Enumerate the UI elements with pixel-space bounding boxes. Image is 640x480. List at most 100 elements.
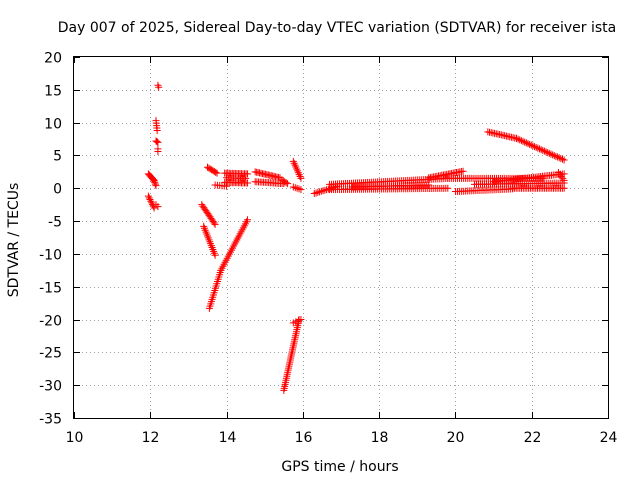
data-point [560, 156, 568, 164]
y-tick-label: 15 [44, 84, 62, 100]
y-tick-label: -35 [39, 412, 62, 428]
y-tick-label: 20 [44, 51, 62, 67]
x-tick-label: 24 [600, 430, 618, 446]
grid-lines [74, 57, 608, 418]
data-series-segment [251, 178, 288, 188]
data-point [512, 134, 520, 142]
y-tick-label: -25 [39, 346, 62, 362]
data-point [152, 137, 160, 145]
data-series-segment [217, 216, 252, 274]
data-point [444, 184, 452, 192]
data-series-segment [289, 183, 305, 194]
data-point [282, 179, 290, 187]
data-point [514, 135, 522, 143]
data-point [545, 149, 553, 157]
data-point [516, 136, 524, 144]
data-series-segment [152, 117, 161, 135]
data-point [321, 186, 329, 194]
data-point [147, 197, 155, 205]
data-point [425, 181, 433, 189]
data-series-segment [289, 157, 305, 182]
data-point [519, 137, 527, 145]
data-point [560, 176, 568, 184]
data-point [521, 138, 529, 146]
data-series-segment [484, 128, 520, 142]
data-point [459, 167, 467, 175]
data-point [297, 316, 305, 324]
data-point [144, 192, 152, 200]
data-series-segment [425, 167, 467, 182]
data-point [326, 185, 334, 193]
x-tick-label: 16 [295, 430, 313, 446]
data-point [297, 186, 305, 194]
data-point [153, 138, 161, 146]
x-tick-label: 12 [142, 430, 160, 446]
y-tick-label: -5 [48, 215, 62, 231]
plot-frame [73, 56, 609, 419]
data-point [557, 155, 565, 163]
data-point [293, 184, 301, 192]
x-tick-label: 10 [66, 430, 84, 446]
data-point [213, 169, 221, 177]
data-point [555, 154, 563, 162]
data-points [144, 81, 568, 394]
data-point [314, 188, 322, 196]
data-point [154, 138, 162, 146]
data-point [534, 144, 542, 152]
y-tick-label: 0 [53, 182, 62, 198]
data-point [547, 150, 555, 158]
data-point [544, 149, 552, 157]
data-series-segment [152, 137, 162, 146]
y-axis-title: SDTVAR / TECUs [6, 183, 22, 298]
data-point [531, 143, 539, 151]
data-point [154, 203, 162, 211]
y-tick-label: -20 [39, 314, 62, 330]
x-tick-label: 18 [371, 430, 389, 446]
y-tick-labels: -35 -30 -25 -20 -15 -10 -5 0 5 10 15 20 [39, 51, 62, 428]
data-point [554, 153, 562, 161]
data-series-segment [154, 81, 163, 91]
data-series-segment [221, 178, 252, 187]
data-point [148, 199, 156, 207]
data-point [552, 152, 560, 160]
data-series-segment [223, 174, 250, 182]
data-point [155, 83, 163, 91]
data-series-segment [289, 316, 305, 327]
data-series-segment [152, 201, 162, 211]
data-point [550, 152, 558, 160]
data-series-segment [205, 266, 225, 312]
data-point [539, 146, 547, 154]
data-point [151, 180, 159, 188]
data-point [297, 174, 305, 182]
data-point [152, 182, 160, 190]
x-tick-label: 20 [447, 430, 465, 446]
data-point [524, 140, 532, 148]
x-axis-title: GPS time / hours [281, 459, 398, 475]
data-point [154, 148, 162, 156]
data-point [150, 177, 158, 185]
data-point [153, 127, 161, 135]
data-series-segment [221, 169, 252, 178]
data-point [316, 188, 324, 196]
data-series-segment [198, 201, 219, 228]
chart-title: Day 007 of 2025, Sidereal Day-to-day VTE… [58, 20, 616, 36]
data-point [319, 187, 327, 195]
data-point [532, 143, 540, 151]
data-series-segment [251, 168, 284, 182]
data-point [540, 147, 548, 155]
x-tick-label: 14 [219, 430, 237, 446]
data-series-segment [348, 181, 433, 191]
x-tick-labels: 10 12 14 16 18 20 22 24 [66, 430, 618, 446]
data-point [537, 146, 545, 154]
data-point [310, 190, 318, 198]
data-point [145, 194, 153, 202]
data-series-segment [278, 176, 292, 188]
data-series-segment [200, 222, 219, 259]
data-point [549, 151, 557, 159]
data-series-segment [280, 316, 303, 394]
data-series-segment [512, 134, 568, 164]
data-point [210, 219, 218, 227]
data-point [244, 216, 252, 224]
data-point [312, 189, 320, 197]
